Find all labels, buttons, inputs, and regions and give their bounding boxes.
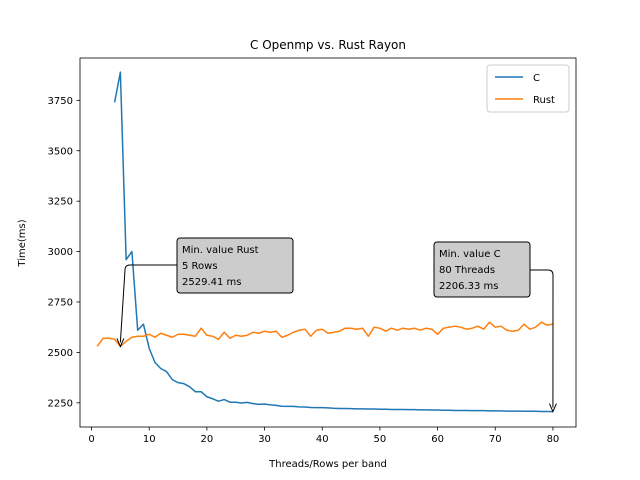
x-tick-label: 80 [547, 434, 560, 445]
series-line-c [113, 71, 553, 413]
legend-label-c: C [533, 73, 540, 84]
legend: C Rust [486, 64, 570, 113]
annotation-arrowhead [116, 338, 125, 348]
legend-frame [486, 64, 570, 113]
y-tick-label: 2500 [48, 348, 73, 359]
chart-title: C Openmp vs. Rust Rayon [250, 38, 406, 52]
y-tick-label: 2750 [48, 297, 73, 308]
y-tick-label: 3250 [48, 197, 73, 208]
x-tick-label: 10 [143, 434, 156, 445]
x-tick-label: 60 [431, 434, 444, 445]
annotation-connector [119, 264, 177, 343]
annotation-text-line: Min. value C [439, 249, 501, 260]
x-tick-label: 70 [489, 434, 502, 445]
annotation-text-line: Min. value Rust [182, 245, 259, 256]
y-axis-title: Time(ms) [17, 219, 28, 267]
x-tick-label: 30 [258, 434, 271, 445]
x-axis-title: Threads/Rows per band [268, 459, 387, 470]
annotation-text-line: 5 Rows [182, 261, 218, 272]
annotation-arrowhead [548, 403, 557, 413]
annotation-connector [530, 269, 554, 408]
annotation-box [433, 241, 531, 298]
plot-frame [79, 57, 577, 428]
x-tick-label: 0 [88, 434, 94, 445]
annotation-text-line: 80 Threads [439, 265, 495, 276]
y-tick-label: 3500 [48, 146, 73, 157]
legend-label-rust: Rust [533, 95, 555, 106]
x-tick-label: 20 [201, 434, 214, 445]
annotation-text-line: 2529.41 ms [182, 277, 241, 288]
x-tick-label: 50 [374, 434, 387, 445]
y-tick-label: 3750 [48, 96, 73, 107]
y-tick-label: 2250 [48, 398, 73, 409]
x-tick-label: 40 [316, 434, 329, 445]
plot-area: 0 10 20 30 40 50 60 70 80 2250 2500 2750 3000 3250 350… [48, 57, 577, 445]
series-line-rust [96, 321, 554, 348]
y-tick-label: 3000 [48, 247, 73, 258]
annotation-text-line: 2206.33 ms [439, 281, 498, 292]
annotation-rust-min: Min. value Rust 5 Rows 2529.41 ms [116, 237, 294, 348]
annotation-c-min: Min. value C 80 Threads 2206.33 ms [433, 241, 557, 413]
annotation-box [176, 237, 294, 294]
